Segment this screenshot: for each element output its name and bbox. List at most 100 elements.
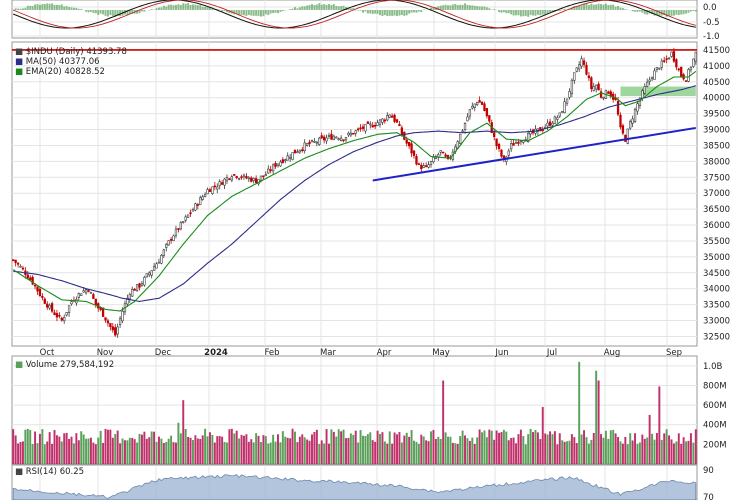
volume-bar: [291, 428, 294, 464]
candle-body: [422, 165, 425, 168]
macd-bar: [595, 4, 598, 10]
volume-bar: [170, 435, 173, 464]
macd-bar: [420, 10, 423, 13]
volume-bar: [425, 440, 428, 464]
candle-body: [213, 185, 216, 188]
candle-body: [87, 290, 90, 292]
macd-bar: [393, 10, 396, 16]
candle-body: [495, 138, 498, 147]
macd-bar: [631, 10, 634, 12]
candle-body: [692, 58, 695, 67]
macd-bar: [451, 4, 454, 10]
macd-bar: [488, 8, 491, 10]
macd-bar: [328, 4, 330, 10]
candle-body: [369, 123, 372, 126]
volume-bars: [12, 361, 697, 464]
volume-bar: [653, 439, 656, 464]
volume-bar: [437, 436, 440, 464]
volume-bar: [558, 433, 561, 464]
candle-body: [31, 276, 34, 285]
candle-body: [36, 286, 39, 292]
macd-bar: [167, 4, 170, 10]
macd-bar: [208, 6, 211, 10]
macd-bar: [544, 10, 547, 15]
macd-bar: [128, 10, 131, 15]
candle-body: [303, 142, 306, 152]
macd-bar: [104, 10, 107, 16]
volume-bar: [532, 432, 535, 464]
macd-bar: [432, 7, 435, 10]
volume-bar: [638, 442, 641, 464]
candle-body: [633, 109, 637, 122]
volume-bar: [245, 434, 248, 464]
volume-bar: [29, 429, 32, 464]
volume-bar: [274, 441, 277, 464]
candle-body: [225, 177, 229, 182]
macd-bar: [119, 10, 122, 17]
candle-body: [167, 240, 170, 246]
volume-bar: [434, 439, 437, 464]
candle-body: [650, 77, 654, 80]
macd-bar: [114, 10, 117, 17]
volume-bar: [80, 431, 83, 464]
volume-bar: [165, 441, 168, 464]
volume-bar: [604, 430, 607, 464]
x-tick-label: 2024: [204, 348, 228, 358]
macd-bar: [444, 4, 447, 10]
macd-bar: [379, 10, 381, 16]
volume-bar: [148, 437, 151, 464]
volume-legend: ■ Volume 279,584,192: [15, 360, 115, 370]
x-tick-label: Nov: [97, 348, 114, 358]
candle-body: [514, 142, 518, 144]
volume-bar: [646, 437, 649, 464]
macd-bar: [162, 5, 165, 10]
rsi-y-tick-label: 90: [703, 466, 714, 476]
candle-body: [250, 177, 253, 182]
macd-bar: [485, 7, 488, 10]
volume-bar: [634, 433, 637, 464]
candle-body: [218, 181, 221, 186]
volume-bar: [456, 443, 459, 464]
volume-bar: [155, 441, 158, 464]
price-panel-frame: [11, 41, 698, 347]
candle-body: [556, 117, 559, 120]
volume-bar: [104, 428, 107, 464]
candle-body: [483, 103, 486, 111]
volume-bar: [609, 430, 612, 464]
candle-body: [395, 119, 399, 123]
volume-bar: [221, 436, 224, 464]
candle-body: [201, 196, 204, 200]
price-y-tick-label: 32500: [703, 332, 730, 342]
macd-bar: [206, 7, 209, 10]
macd-bar: [694, 10, 697, 12]
volume-bar: [77, 440, 80, 464]
volume-bar: [371, 440, 374, 464]
macd-bar: [651, 10, 654, 15]
candle-body: [386, 115, 389, 121]
candle-body: [500, 149, 503, 157]
candle-body: [468, 108, 472, 117]
candle-body: [485, 108, 489, 117]
volume-bar: [580, 434, 583, 464]
volume-bar: [228, 429, 231, 464]
volume-bar: [199, 438, 202, 464]
candle-body: [133, 288, 136, 291]
macd-bar: [320, 4, 323, 10]
candle-body: [230, 176, 233, 181]
volume-bar: [21, 441, 24, 464]
candle-body: [364, 124, 367, 132]
macd-bar: [160, 7, 163, 10]
candle-body: [322, 136, 326, 141]
volume-bar: [70, 436, 73, 464]
volume-bar: [357, 442, 360, 464]
candle-body: [366, 121, 370, 124]
volume-bar: [235, 430, 238, 464]
candle-body: [121, 311, 124, 322]
volume-bar: [493, 439, 496, 464]
candle-body: [672, 51, 676, 62]
volume-bar: [442, 380, 445, 464]
ma50-legend-text: MA(50) 40377.06: [25, 57, 100, 67]
price-y-tick-label: 33500: [703, 301, 730, 311]
volume-bar: [123, 440, 126, 464]
